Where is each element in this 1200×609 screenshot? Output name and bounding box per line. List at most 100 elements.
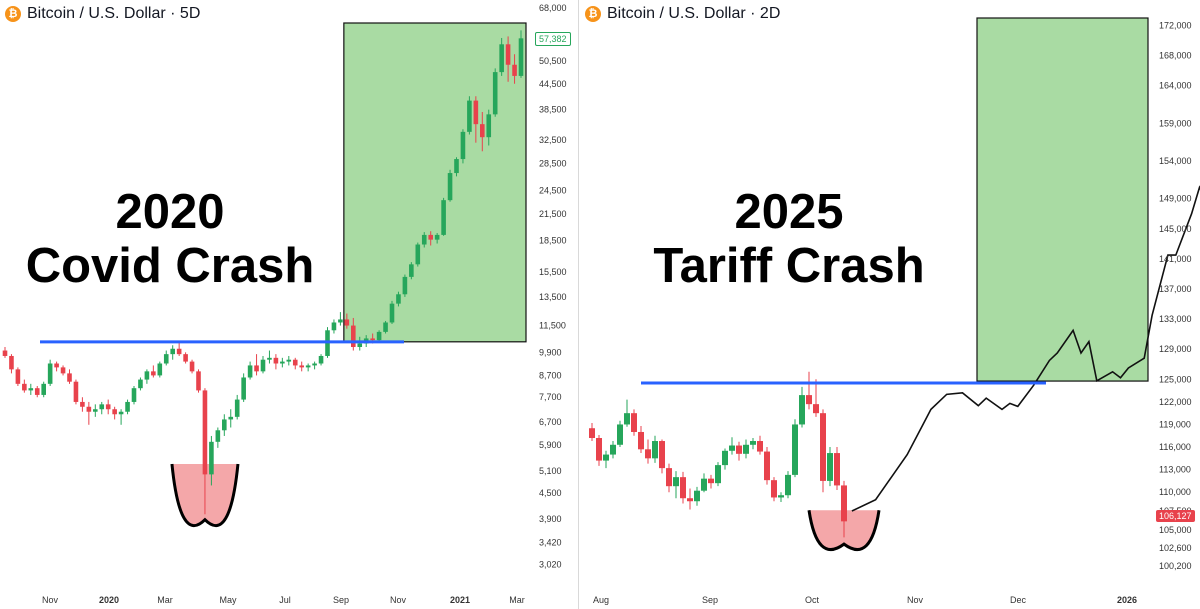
right-x-tick-label: Oct [805,595,820,605]
left-y-tick-label: 4,500 [539,488,562,498]
left-candle-body [421,234,427,245]
right-y-tick-label: 154,000 [1159,156,1192,166]
right-title-event: Tariff Crash [653,239,925,293]
right-candle-body [596,438,602,461]
right-candle-body [743,444,749,454]
right-candle-body [610,444,616,455]
left-chart-panel: ₿ Bitcoin / U.S. Dollar · 5D 68,000 50,50… [0,0,578,609]
right-x-tick-label: Sep [702,595,718,605]
left-x-tick-label: Nov [42,595,59,605]
left-candle-body [344,319,350,326]
left-candle-body [331,322,337,331]
left-candle-body [67,373,72,382]
left-candle-body [15,369,21,384]
left-candle-body [2,350,8,356]
right-candle-body [701,478,707,491]
right-y-tick-label: 133,000 [1159,314,1192,324]
left-candle-body [338,319,343,323]
left-crash-bowl-outline [170,463,240,527]
left-candle-body [105,404,111,410]
left-candle-body [267,357,272,360]
right-candle-body [827,453,833,481]
right-candle-body [666,468,672,487]
right-candle-body [638,431,644,450]
left-candle-body [125,401,130,412]
right-y-tick-label: 159,000 [1159,118,1192,128]
right-candle-body [757,441,763,452]
left-candle-body [183,354,188,362]
right-y-tick-label: 164,000 [1159,81,1192,91]
left-candle-body [138,379,143,389]
right-candle-body [617,424,623,445]
left-candle-body [93,409,98,412]
left-candle-body [170,348,175,355]
left-candle-body [157,363,163,376]
left-title-year: 2020 [115,185,225,239]
right-x-tick-label: Dec [1010,595,1027,605]
left-x-tick-label: Mar [509,595,525,605]
left-y-tick-label: 8,700 [539,370,562,380]
left-candle-body [318,355,324,364]
left-candle-body [163,354,169,364]
right-candle-body [841,485,847,522]
left-candle-body [99,404,105,410]
right-candle-body [736,445,742,454]
left-candle-body [209,441,214,475]
left-candle-body [402,276,408,295]
right-candle-body [750,441,756,445]
right-y-tick-label: 113,000 [1159,465,1191,475]
left-candle-body [54,363,59,368]
right-chart-canvas[interactable]: 172,000 168,000 164,000 159,000 154,000 149,0… [579,0,1200,609]
left-candle-body [86,406,92,412]
right-candle-body [673,477,679,487]
left-candle-body [260,359,266,372]
right-y-tick-label: 116,000 [1159,442,1191,452]
left-candle-body [460,131,466,160]
right-x-tick-label: Aug [593,595,609,605]
left-symbol-title: Bitcoin / U.S. Dollar · 5D [27,5,201,22]
left-candle-body [80,401,85,407]
left-candle-body [312,363,317,366]
right-candle-body [792,424,798,475]
left-y-tick-label: 9,900 [539,347,562,357]
right-candle-body [624,413,630,425]
left-candle-body [118,411,124,415]
left-candle-body [499,44,504,73]
right-big-title: 2025 Tariff Crash [619,185,959,293]
left-candle-body [234,399,240,417]
left-x-tick-label: Nov [390,595,407,605]
left-y-tick-label: 3,420 [539,537,562,547]
left-chart-canvas[interactable]: 68,000 50,500 44,500 38,500 32,500 28,500 24,5… [0,0,578,609]
left-candle-body [34,388,40,395]
left-candle-body [480,124,485,138]
right-candle-body [687,498,693,502]
right-y-tick-label: 102,600 [1159,543,1192,553]
right-y-tick-label: 172,000 [1159,21,1192,31]
left-candle-body [144,371,150,380]
right-candle-body [834,453,840,486]
left-title-event: Covid Crash [25,239,315,293]
panel-divider [578,0,579,609]
right-candle-body [771,480,777,498]
right-chart-header[interactable]: ₿ Bitcoin / U.S. Dollar · 2D [585,4,780,24]
left-y-tick-label: 6,700 [539,417,562,427]
left-x-tick-label: 2020 [99,595,119,605]
right-y-tick-label: 122,000 [1159,397,1192,407]
right-candle-body [806,395,812,405]
left-candle-body [273,357,279,364]
left-candle-body [396,294,401,304]
left-chart-header[interactable]: ₿ Bitcoin / U.S. Dollar · 5D [5,4,200,24]
left-y-tick-label: 50,500 [539,56,567,66]
right-candle-body [820,413,826,481]
right-candle-body [729,445,735,451]
left-candle-body [505,44,511,65]
left-candle-body [428,234,433,240]
left-candle-body [447,173,453,201]
right-candle-body [722,450,728,466]
left-candle-body [254,365,259,372]
right-y-tick-label: 168,000 [1159,51,1192,61]
bitcoin-icon: ₿ [585,6,601,22]
left-candle-body [73,381,79,402]
right-x-tick-label: Nov [907,595,924,605]
